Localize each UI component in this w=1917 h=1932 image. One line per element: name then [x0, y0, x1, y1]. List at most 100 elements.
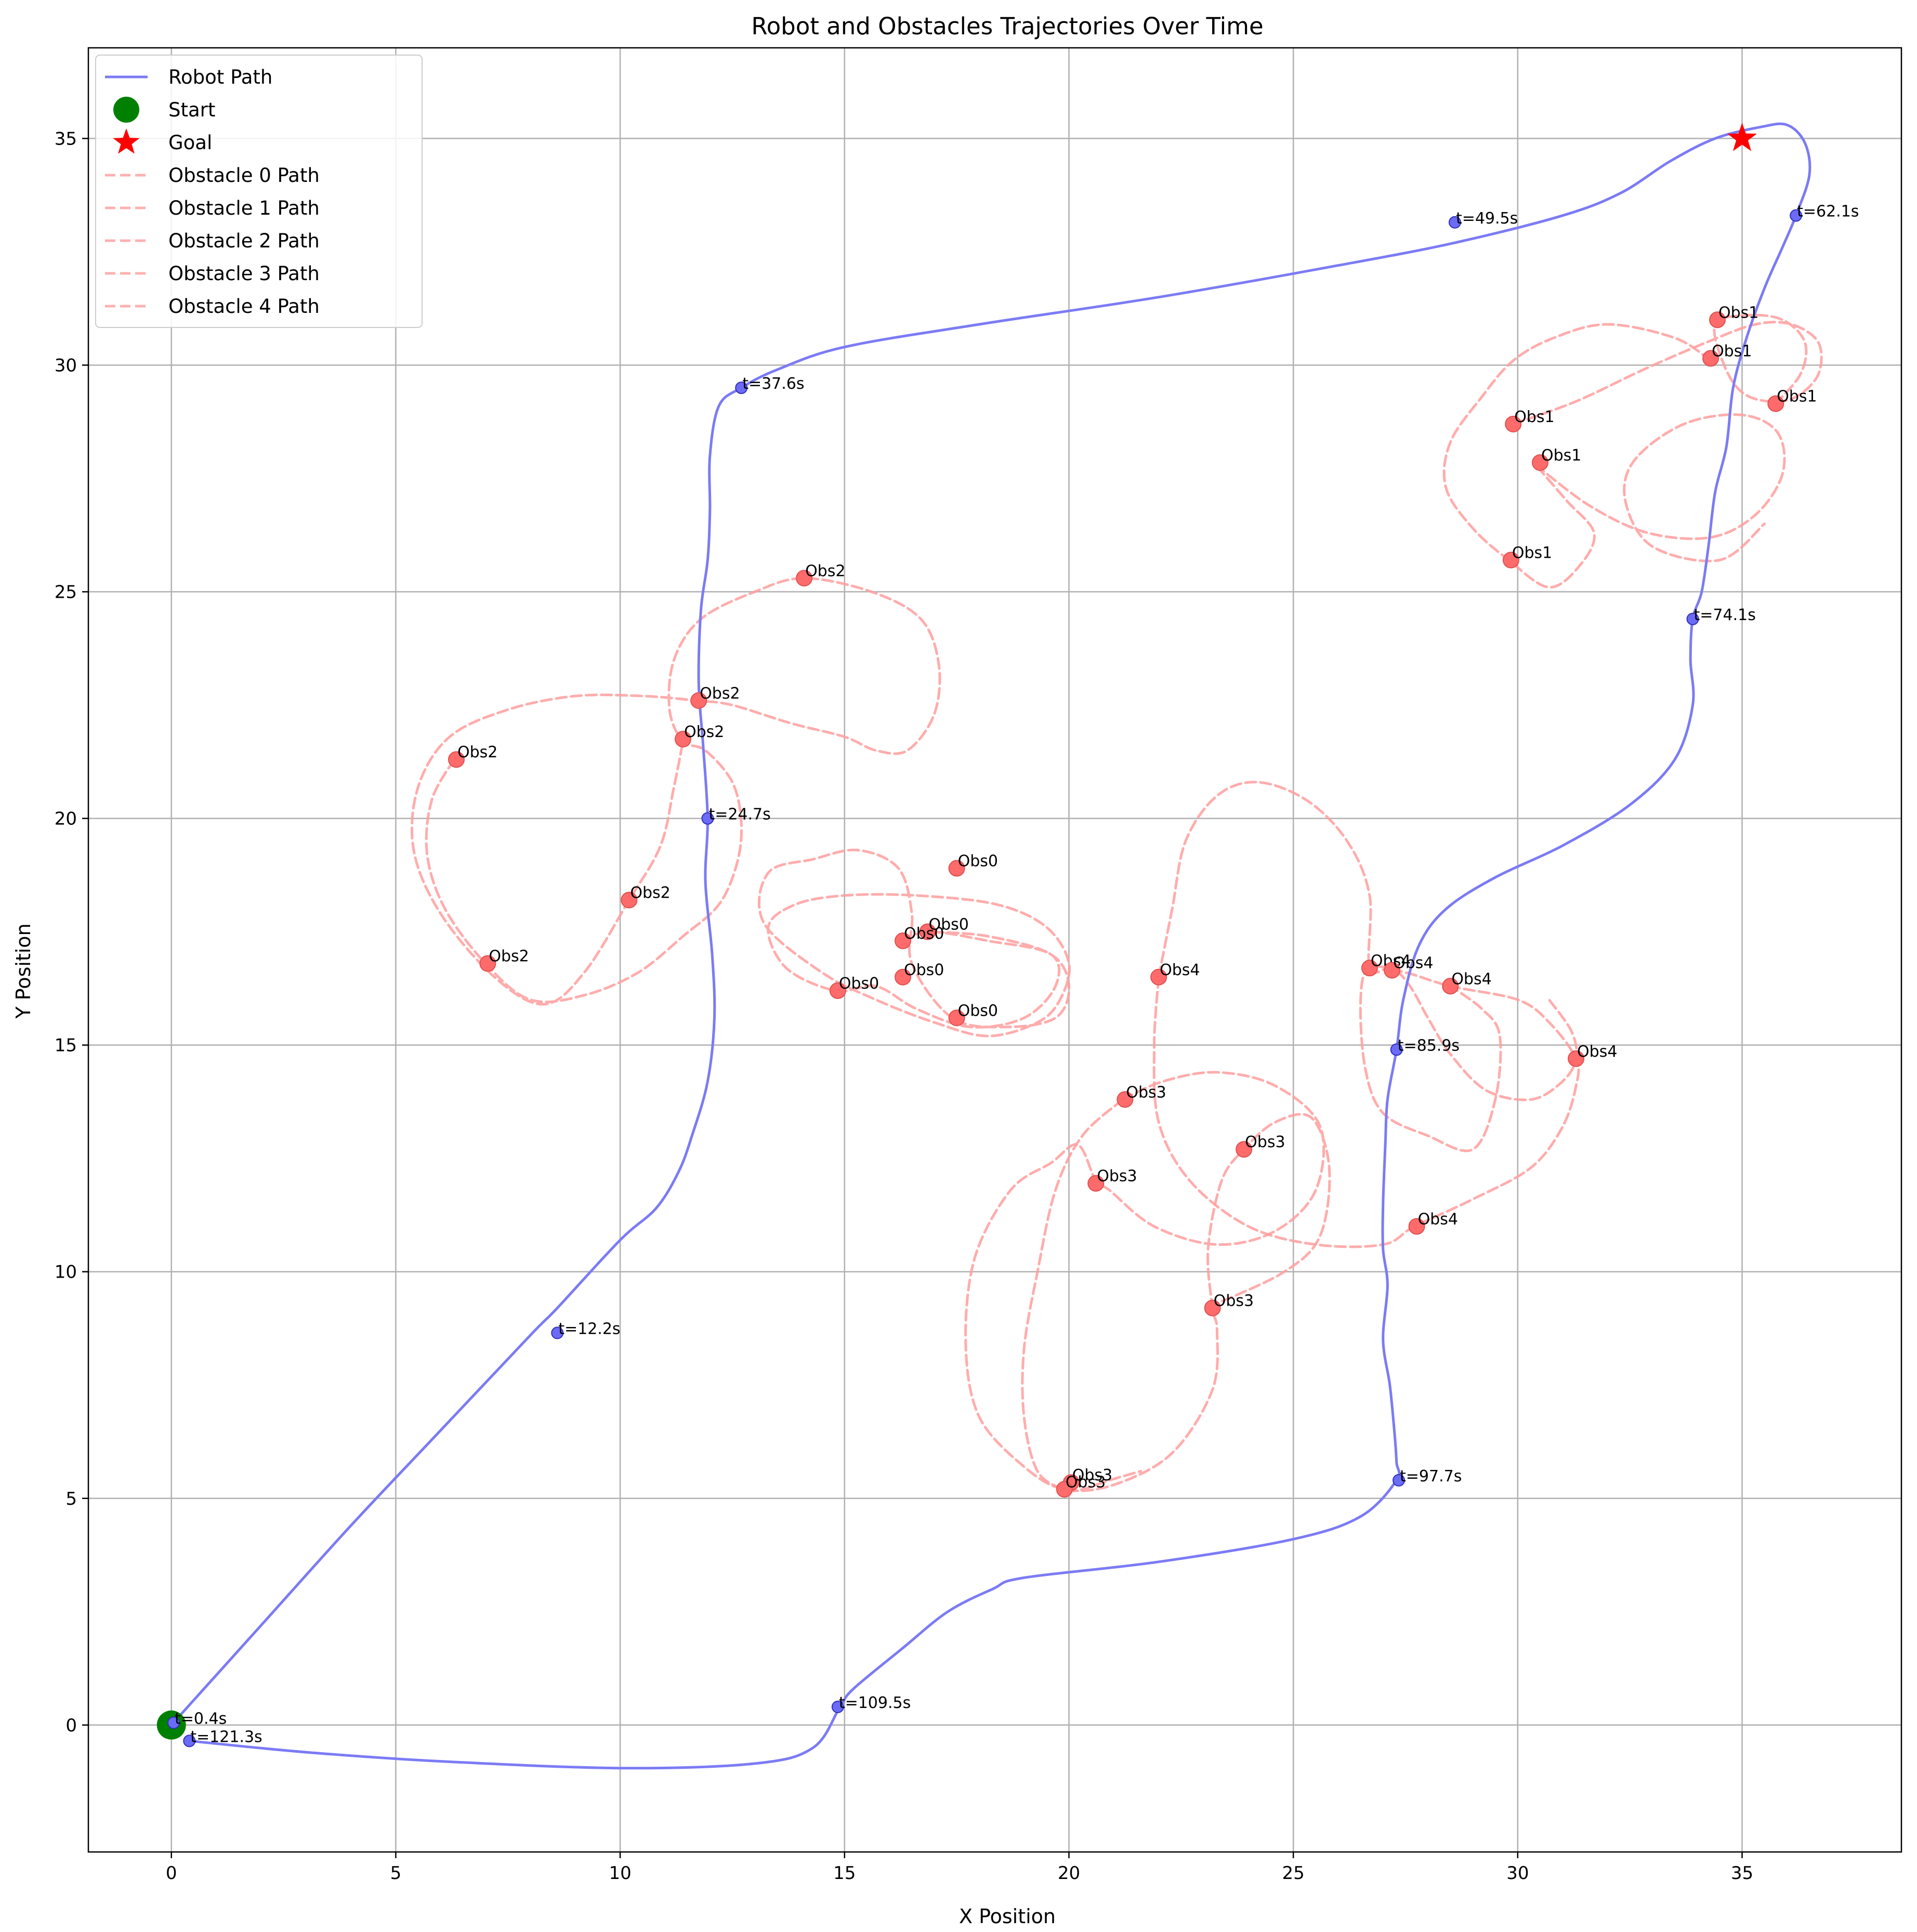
obstacle-marker: [1505, 415, 1522, 432]
obstacle-label: Obs2: [457, 743, 497, 761]
y-tick-label: 0: [65, 1715, 77, 1736]
obstacle-label: Obs1: [1718, 304, 1758, 322]
obstacle-path: [1534, 413, 1786, 562]
obstacle-marker: [674, 730, 691, 747]
obstacle-label: Obs3: [1245, 1133, 1285, 1151]
axes-frame: [87, 47, 1902, 1853]
obstacle-label: Obs0: [928, 916, 968, 934]
legend-label: Obstacle 3 Path: [168, 262, 320, 285]
time-marker: [551, 1326, 564, 1339]
obstacle-marker: [1709, 311, 1726, 328]
obstacle-marker: [948, 860, 965, 877]
obstacle-label: Obs4: [1451, 970, 1491, 988]
obstacle-marker: [448, 751, 465, 768]
obstacle-marker: [1361, 960, 1378, 977]
obstacle-marker: [1408, 1218, 1425, 1235]
obstacle-label: Obs1: [1541, 446, 1581, 465]
obstacle-path: [1152, 965, 1580, 1248]
obstacle-label: Obs1: [1514, 408, 1554, 426]
time-marker: [167, 1716, 180, 1729]
x-tick-label: 25: [1282, 1863, 1305, 1884]
obstacle-label: Obs4: [1577, 1043, 1617, 1061]
obstacle-marker: [479, 955, 496, 972]
legend-label: Obstacle 2 Path: [168, 230, 320, 252]
obstacle-label: Obs3: [1126, 1083, 1166, 1101]
obstacle-marker: [948, 1009, 965, 1027]
obstacle-marker: [1384, 962, 1401, 979]
obstacle-label: Obs0: [839, 975, 879, 993]
obstacle-label: Obs4: [1418, 1210, 1458, 1228]
legend-label: Robot Path: [168, 66, 272, 88]
y-tick-label: 15: [55, 1035, 77, 1056]
time-label: t=12.2s: [558, 1320, 620, 1338]
obstacle-path: [410, 576, 941, 1006]
x-tick-label: 30: [1506, 1863, 1529, 1884]
obstacle-label: Obs1: [1712, 342, 1752, 360]
obstacle-marker: [796, 570, 813, 587]
obstacle-path: [1442, 323, 1712, 589]
time-marker: [701, 812, 714, 825]
y-tick-label: 30: [55, 355, 77, 376]
obstacle-label: Obs4: [1393, 954, 1433, 972]
obstacle-label: Obs3: [1066, 1473, 1106, 1491]
legend-label: Obstacle 4 Path: [168, 295, 320, 318]
y-tick-label: 25: [55, 582, 77, 603]
time-label: t=0.4s: [175, 1710, 227, 1728]
time-label: t=49.5s: [1456, 209, 1518, 228]
obstacle-marker: [895, 932, 912, 950]
obstacle-marker: [1087, 1175, 1105, 1192]
x-tick-label: 20: [1058, 1863, 1080, 1884]
time-label: t=24.7s: [708, 806, 770, 824]
legend-label: Obstacle 1 Path: [168, 197, 320, 219]
x-tick-label: 15: [833, 1863, 856, 1884]
x-tick-label: 35: [1731, 1863, 1753, 1884]
time-label: t=109.5s: [839, 1694, 911, 1712]
obstacle-marker: [919, 923, 936, 940]
x-tick-label: 10: [609, 1863, 631, 1884]
chart-title: Robot and Obstacles Trajectories Over Ti…: [751, 12, 1263, 40]
legend-handle-circle: [113, 97, 139, 123]
x-axis-label: X Position: [959, 1905, 1056, 1928]
obstacle-marker: [1150, 968, 1167, 985]
obstacle-label: Obs0: [958, 1002, 998, 1020]
time-marker: [1393, 1474, 1406, 1487]
obstacle-marker: [1502, 551, 1519, 569]
time-marker: [1790, 209, 1803, 222]
time-label: t=97.7s: [1400, 1467, 1462, 1486]
obstacle-label: Obs2: [684, 723, 724, 741]
obstacle-label: Obs3: [1097, 1167, 1137, 1186]
obstacle-marker: [1056, 1481, 1073, 1498]
obstacle-label: Obs3: [1214, 1292, 1254, 1310]
time-label: t=62.1s: [1797, 203, 1859, 221]
obstacle-label: Obs2: [700, 685, 740, 703]
time-marker: [1390, 1043, 1403, 1056]
y-axis-label: Y Position: [12, 923, 35, 1019]
time-label: t=37.6s: [742, 375, 804, 393]
time-label: t=121.3s: [190, 1728, 262, 1746]
obstacle-marker: [1568, 1050, 1585, 1067]
legend-label: Start: [168, 99, 215, 121]
obstacle-label: Obs2: [805, 562, 845, 580]
y-tick-label: 20: [55, 809, 77, 830]
plot-area: Obs0Obs0Obs0Obs0Obs0Obs0Obs1Obs1Obs1Obs1…: [55, 47, 1902, 1884]
time-label: t=74.1s: [1694, 606, 1756, 624]
time-marker: [183, 1734, 196, 1747]
obstacle-marker: [1531, 454, 1548, 471]
obstacle-path: [1512, 313, 1823, 426]
x-tick-label: 0: [166, 1863, 177, 1884]
obstacle-marker: [621, 891, 638, 909]
obstacle-marker: [895, 968, 912, 985]
obstacle-label: Obs0: [904, 925, 944, 943]
y-tick-label: 10: [55, 1262, 77, 1283]
time-marker: [1686, 612, 1699, 625]
obstacle-marker: [1702, 350, 1719, 367]
time-marker: [735, 382, 748, 395]
time-marker: [831, 1700, 844, 1713]
obstacle-label: Obs3: [1072, 1466, 1112, 1484]
time-label: t=85.9s: [1398, 1036, 1460, 1055]
obstacle-label: Obs1: [1777, 388, 1817, 406]
obstacle-marker: [690, 692, 707, 709]
obstacle-marker: [1442, 978, 1459, 995]
goal-marker: [1727, 123, 1757, 151]
